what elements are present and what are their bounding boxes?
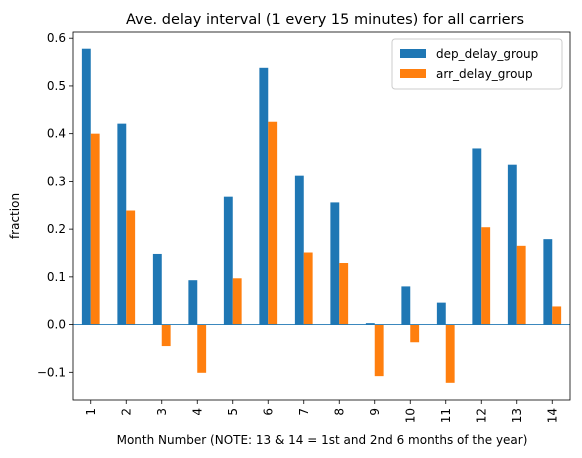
bar-arr_delay_group-6 bbox=[268, 121, 278, 325]
bar-dep_delay_group-10 bbox=[401, 286, 411, 325]
bar-dep_delay_group-2 bbox=[117, 123, 127, 325]
y-ticks-layer: −0.1 0.0 0.1 0.2 0.3 0.4 0.5 0.6 bbox=[37, 31, 73, 379]
bars-layer bbox=[81, 48, 562, 383]
x-tick-label: 3 bbox=[155, 408, 169, 416]
y-tick-label: 0.6 bbox=[47, 31, 66, 45]
x-tick-label: 6 bbox=[261, 408, 275, 416]
chart-title: Ave. delay interval (1 every 15 minutes)… bbox=[126, 12, 524, 28]
bar-arr_delay_group-4 bbox=[197, 324, 207, 373]
y-tick-label: 0.2 bbox=[47, 222, 66, 236]
y-tick-label: 0.3 bbox=[47, 174, 66, 188]
bar-arr_delay_group-9 bbox=[374, 324, 384, 377]
legend-swatch-arr_delay_group bbox=[400, 69, 426, 78]
plot-frame bbox=[72, 31, 571, 401]
y-tick-label: 0.5 bbox=[47, 79, 66, 93]
x-tick-label: 10 bbox=[403, 408, 417, 423]
bar-arr_delay_group-14 bbox=[552, 306, 562, 325]
y-axis-label: fraction bbox=[8, 193, 22, 239]
legend-box bbox=[391, 38, 563, 90]
y-tick-label: −0.1 bbox=[37, 365, 66, 379]
bar-dep_delay_group-4 bbox=[188, 280, 198, 325]
x-tick-label: 1 bbox=[84, 408, 98, 416]
bar-arr_delay_group-7 bbox=[303, 252, 313, 325]
x-tick-label: 14 bbox=[545, 408, 559, 423]
bar-arr_delay_group-8 bbox=[339, 263, 349, 325]
bar-dep_delay_group-8 bbox=[330, 202, 340, 325]
bar-dep_delay_group-3 bbox=[152, 253, 162, 325]
bar-dep_delay_group-7 bbox=[294, 175, 304, 325]
bar-arr_delay_group-5 bbox=[232, 278, 242, 325]
x-tick-label: 8 bbox=[332, 408, 346, 416]
bar-dep_delay_group-11 bbox=[436, 302, 446, 325]
x-tick-label: 2 bbox=[119, 408, 133, 416]
legend: dep_delay_group arr_delay_group bbox=[391, 38, 563, 90]
bar-arr_delay_group-11 bbox=[445, 324, 455, 383]
bar-arr_delay_group-2 bbox=[126, 210, 136, 325]
bar-dep_delay_group-12 bbox=[472, 148, 482, 325]
bar-arr_delay_group-12 bbox=[481, 227, 491, 325]
x-tick-label: 7 bbox=[297, 408, 311, 416]
bar-dep_delay_group-14 bbox=[543, 239, 553, 325]
x-axis-label: Month Number (NOTE: 13 & 14 = 1st and 2n… bbox=[117, 433, 528, 447]
x-tick-label: 5 bbox=[226, 408, 240, 416]
x-tick-label: 12 bbox=[474, 408, 488, 423]
legend-label-arr_delay_group: arr_delay_group bbox=[436, 67, 533, 81]
x-tick-label: 9 bbox=[368, 408, 382, 416]
bar-dep_delay_group-1 bbox=[81, 48, 91, 325]
bar-dep_delay_group-13 bbox=[507, 164, 517, 325]
y-tick-label: 0.4 bbox=[47, 127, 66, 141]
y-tick-label: 0.0 bbox=[47, 318, 66, 332]
legend-label-dep_delay_group: dep_delay_group bbox=[436, 47, 538, 61]
x-tick-label: 11 bbox=[439, 408, 453, 423]
x-tick-label: 4 bbox=[190, 408, 204, 416]
bar-arr_delay_group-3 bbox=[161, 324, 171, 347]
x-ticks-layer: 1 2 3 4 5 6 7 8 9 10 11 12 13 14 bbox=[84, 400, 559, 423]
bar-arr_delay_group-10 bbox=[410, 324, 420, 343]
axes-layer bbox=[72, 31, 571, 401]
x-tick-label: 13 bbox=[510, 408, 524, 423]
bar-dep_delay_group-9 bbox=[365, 323, 375, 325]
bar-arr_delay_group-13 bbox=[516, 245, 526, 325]
bar-arr_delay_group-1 bbox=[90, 133, 100, 325]
bar-dep_delay_group-6 bbox=[259, 67, 269, 325]
bar-dep_delay_group-5 bbox=[223, 196, 233, 325]
legend-swatch-dep_delay_group bbox=[400, 49, 426, 58]
y-tick-label: 0.1 bbox=[47, 270, 66, 284]
